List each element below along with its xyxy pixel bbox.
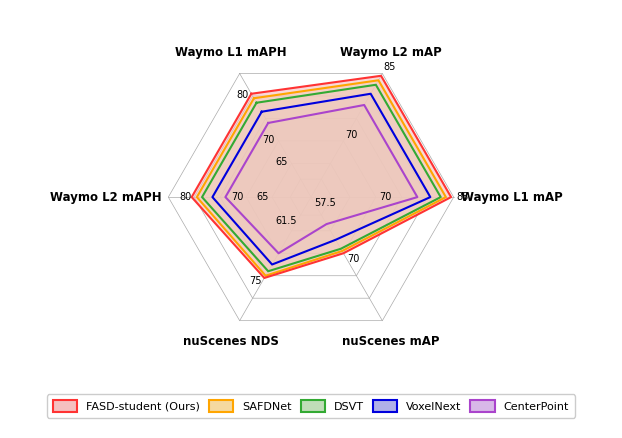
Text: Waymo L2 mAPH: Waymo L2 mAPH — [50, 191, 161, 204]
Text: 85: 85 — [384, 62, 396, 72]
Text: 70: 70 — [345, 130, 357, 140]
Text: 70: 70 — [379, 192, 391, 202]
Text: 61.5: 61.5 — [276, 216, 297, 226]
Polygon shape — [202, 85, 441, 271]
Text: 65: 65 — [257, 192, 269, 202]
Text: 80: 80 — [179, 192, 192, 202]
Polygon shape — [192, 76, 451, 278]
Text: 57.5: 57.5 — [315, 198, 337, 208]
Text: Waymo L2 mAP: Waymo L2 mAP — [340, 46, 442, 59]
Text: 70: 70 — [347, 254, 360, 264]
Text: 80: 80 — [236, 90, 249, 100]
Text: 85: 85 — [457, 192, 469, 202]
Text: Waymo L1 mAP: Waymo L1 mAP — [461, 191, 562, 204]
Text: 70: 70 — [262, 135, 274, 145]
Text: nuScenes mAP: nuScenes mAP — [342, 336, 440, 349]
Legend: FASD-student (Ours), SAFDNet, DSVT, VoxelNext, CenterPoint: FASD-student (Ours), SAFDNet, DSVT, Voxe… — [47, 394, 575, 417]
Text: nuScenes NDS: nuScenes NDS — [183, 336, 279, 349]
Polygon shape — [225, 105, 417, 253]
Text: 65: 65 — [275, 157, 287, 167]
Text: Waymo L1 mAPH: Waymo L1 mAPH — [175, 46, 287, 59]
Text: 70: 70 — [231, 192, 243, 202]
Polygon shape — [213, 94, 430, 265]
Polygon shape — [197, 80, 446, 276]
Text: 75: 75 — [249, 276, 262, 286]
